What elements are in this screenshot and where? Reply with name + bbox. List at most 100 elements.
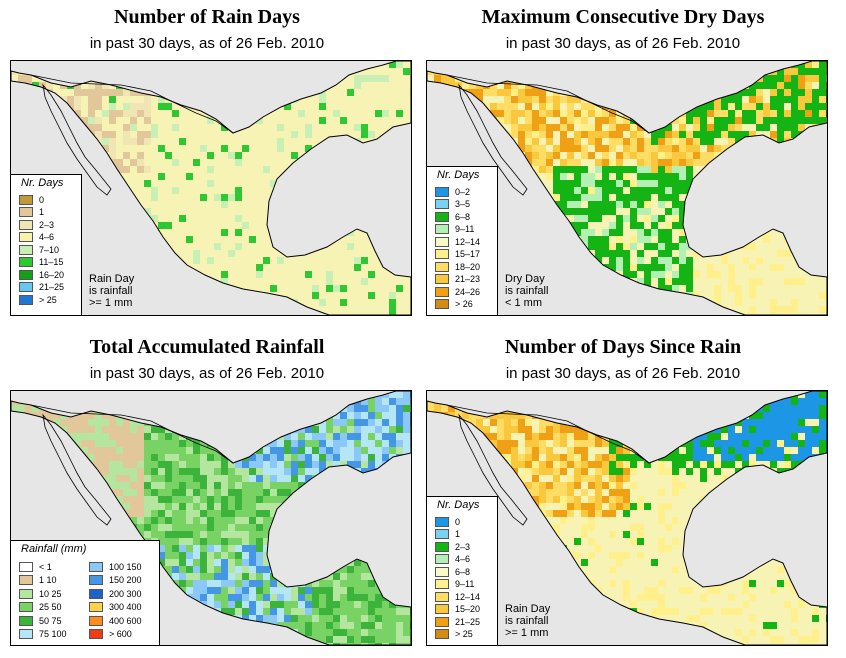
footnote-line: Dry Day — [505, 273, 545, 285]
legend-swatch — [19, 561, 33, 572]
legend-entry: 4–6 — [435, 554, 470, 565]
legend-swatch — [19, 219, 33, 230]
legend-entry: 16–20 — [19, 269, 64, 280]
legend-label: 9–11 — [455, 224, 475, 234]
legend-swatch — [435, 516, 449, 527]
legend-swatch — [89, 588, 103, 599]
legend-entry: 6–8 — [435, 566, 470, 577]
legend-swatch — [435, 629, 449, 639]
gulf-of-california — [42, 83, 112, 196]
legend-label: 15–17 — [455, 249, 481, 259]
panel-title: Number of Days Since Rain — [504, 336, 742, 358]
legend-swatch — [89, 561, 103, 572]
legend-label: 75 100 — [39, 629, 67, 639]
legend-label: 0 — [455, 516, 461, 527]
legend-entry: 1 — [19, 207, 44, 218]
legend-swatch — [435, 591, 449, 602]
legend-entry: 2–3 — [435, 541, 470, 552]
total-rainfall-map: Rainfall (mm) < 1 1 10 10 25 25 50 50 75 75 1… — [10, 390, 412, 646]
legend-swatch — [435, 261, 449, 272]
legend-entry: 21–25 — [19, 282, 64, 293]
legend-swatch — [435, 199, 449, 209]
legend-label: 25 50 — [39, 602, 62, 612]
legend-swatch — [89, 602, 103, 612]
legend-entry: 1 10 — [19, 575, 57, 586]
legend-label: 7–10 — [39, 244, 60, 255]
legend-entry: 12–14 — [435, 591, 480, 602]
legend-swatch — [435, 529, 449, 539]
legend-label: 0 — [39, 194, 45, 205]
coastline — [427, 391, 827, 645]
legend-entry: 3–5 — [435, 199, 470, 210]
legend-entry: 15–20 — [435, 604, 480, 615]
rain-days-panel: Number of Rain Days in past 30 days, as … — [0, 0, 414, 318]
legend-entry: 12–14 — [435, 236, 480, 247]
legend-label: 12–14 — [455, 591, 481, 602]
legend-swatch — [19, 588, 33, 599]
legend-swatch — [435, 541, 449, 552]
us-mexico-border — [446, 74, 650, 134]
legend-label: > 26 — [455, 299, 473, 309]
legend-label: > 25 — [39, 294, 57, 305]
legend-label: 200 300 — [109, 588, 142, 599]
legend-swatch — [19, 282, 33, 292]
legend-swatch — [19, 602, 33, 612]
legend-entry: 300 400 — [89, 602, 142, 613]
footnote-line: Rain Day — [89, 273, 135, 285]
legend-label: 1 10 — [39, 575, 57, 585]
footnote-line: >= 1 mm — [505, 627, 549, 639]
map-canvas — [427, 61, 827, 315]
legend-swatch — [19, 629, 33, 639]
legend-label: 1 — [455, 529, 461, 539]
legend-label: > 25 — [455, 629, 473, 639]
legend-swatch — [435, 249, 449, 259]
us-mexico-border — [30, 404, 234, 464]
legend-label: 2–3 — [39, 219, 55, 230]
legend-label: 11–15 — [39, 257, 64, 267]
legend-label: 9–11 — [455, 579, 475, 589]
legend-entry: 7–10 — [19, 244, 59, 255]
legend-swatch — [435, 566, 449, 577]
map-legend: Nr. Days 0 1 2–3 4–6 7–10 11–15 16–20 21–25 > 25 — [11, 174, 82, 315]
legend-label: 21–25 — [39, 282, 65, 292]
map-legend: Rainfall (mm) < 1 1 10 10 25 25 50 50 75 75 1… — [11, 540, 160, 645]
legend-swatch — [435, 616, 449, 627]
legend-entry: 75 100 — [19, 629, 67, 640]
legend-label: 2–3 — [455, 541, 471, 552]
legend-swatch — [19, 294, 33, 305]
legend-entry: 24–26 — [435, 286, 480, 297]
gulf-of-california — [42, 413, 112, 526]
total-rainfall-panel: Total Accumulated Rainfall in past 30 da… — [0, 330, 414, 648]
legend-title: Nr. Days — [21, 177, 64, 189]
panel-title: Number of Rain Days — [114, 6, 300, 28]
legend-label: 21–25 — [455, 616, 481, 627]
legend-entry: 6–8 — [435, 211, 470, 222]
legend-entry: 100 150 — [89, 561, 142, 572]
map-legend: Nr. Days 0–2 3–5 6–8 9–11 12–14 15–17 18–20 21–… — [427, 166, 498, 315]
legend-label: 10 25 — [39, 588, 62, 599]
legend-label: 1 — [39, 207, 45, 217]
legend-entry: 0 — [435, 516, 460, 527]
legend-entry: 9–11 — [435, 224, 474, 235]
legend-entry: > 25 — [435, 629, 473, 640]
legend-entry: 25 50 — [19, 602, 62, 613]
legend-entry: 11–15 — [19, 257, 63, 268]
legend-entry: 0 — [19, 194, 44, 205]
map-footnote: Dry Day is rainfall < 1 mm — [505, 273, 548, 309]
panel-title: Maximum Consecutive Dry Days — [481, 6, 765, 28]
legend-label: 18–20 — [455, 261, 481, 272]
legend-entry: < 1 — [19, 561, 52, 572]
legend-entry: > 26 — [435, 299, 473, 310]
map-footnote: Rain Day is rainfall >= 1 mm — [505, 603, 550, 639]
days-since-rain-map: Nr. Days 0 1 2–3 4–6 6–8 9–11 12–14 15–20 21–25 >… — [426, 390, 828, 646]
legend-label: 16–20 — [39, 269, 65, 280]
legend-swatch — [435, 604, 449, 614]
legend-swatch — [89, 615, 103, 626]
legend-swatch — [435, 211, 449, 222]
legend-label: < 1 — [39, 561, 52, 572]
map-canvas — [11, 61, 411, 315]
panel-subtitle: in past 30 days, as of 26 Feb. 2010 — [89, 35, 325, 52]
legend-entry: > 600 — [89, 629, 132, 640]
coastline — [11, 391, 411, 645]
legend-entry: 18–20 — [435, 261, 480, 272]
